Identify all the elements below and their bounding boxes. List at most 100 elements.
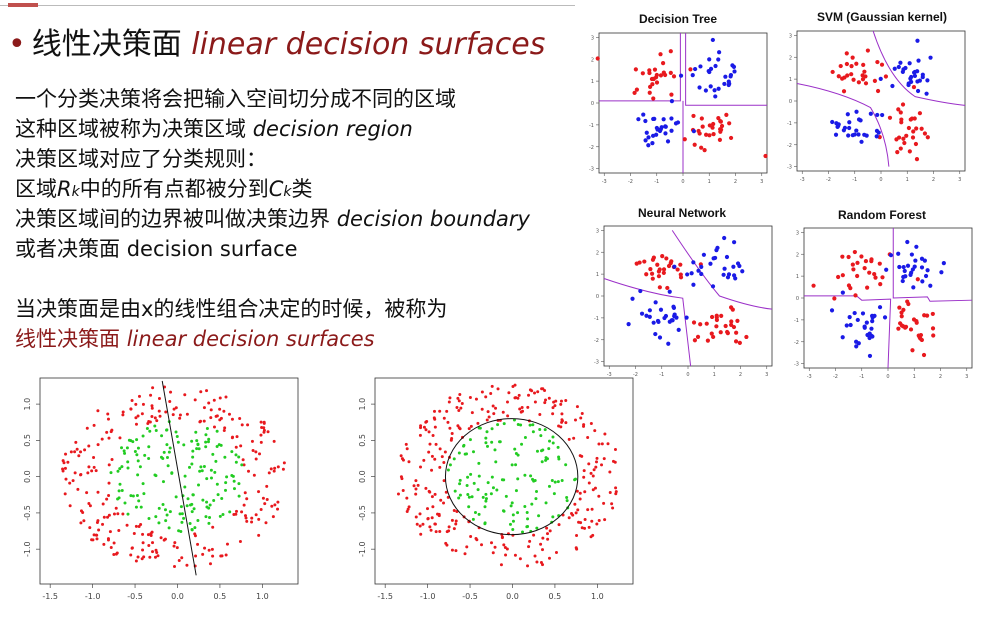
data-point	[450, 548, 454, 552]
data-point	[654, 132, 659, 137]
y-tick-label: -3	[794, 362, 799, 368]
data-point	[574, 546, 578, 550]
x-tick-label: -1.5	[42, 592, 58, 601]
data-point	[447, 400, 451, 404]
data-point	[481, 495, 485, 499]
data-point	[121, 413, 125, 417]
data-point	[715, 245, 720, 251]
data-point	[643, 138, 648, 143]
data-point	[591, 474, 595, 478]
data-point	[405, 496, 409, 500]
data-point	[105, 497, 109, 501]
x-tick-label: -3	[807, 374, 812, 380]
data-point	[136, 555, 140, 559]
x-tick-label: -1.0	[420, 592, 436, 601]
data-point	[159, 536, 163, 540]
data-point	[419, 424, 423, 428]
x-tick-label: 1	[713, 372, 716, 378]
data-point	[112, 552, 116, 556]
data-point	[544, 501, 548, 505]
data-point	[90, 469, 94, 473]
data-point	[692, 142, 697, 147]
data-point	[207, 548, 211, 552]
data-point	[207, 437, 211, 441]
data-point	[136, 459, 140, 463]
data-point	[701, 252, 707, 257]
data-point	[211, 525, 215, 529]
data-point	[87, 501, 91, 505]
data-point	[139, 505, 143, 509]
data-point	[529, 474, 533, 478]
data-point	[140, 412, 144, 416]
data-point	[840, 254, 845, 259]
data-point	[665, 139, 671, 144]
data-point	[698, 64, 703, 69]
data-point	[471, 450, 475, 454]
x-tick-label: -2	[833, 374, 838, 380]
data-point	[530, 502, 534, 506]
data-point	[844, 51, 849, 56]
data-point	[594, 465, 598, 469]
data-point	[146, 421, 150, 425]
data-point	[526, 405, 530, 409]
top-rule	[0, 5, 575, 6]
slide-body: 一个分类决策将会把输入空间切分成不同的区域 这种区域被称为决策区域 decisi…	[15, 84, 530, 354]
data-point	[638, 288, 643, 294]
data-point	[583, 517, 587, 521]
data-point	[246, 423, 250, 427]
x-tick-label: 0	[879, 177, 882, 183]
data-point	[136, 446, 140, 450]
data-point	[719, 313, 724, 318]
data-point	[416, 483, 420, 487]
data-point	[717, 50, 722, 55]
data-point	[711, 334, 716, 340]
data-point	[551, 515, 555, 519]
data-point	[892, 66, 897, 71]
data-point	[842, 125, 848, 130]
data-point	[864, 320, 869, 325]
y-tick-label: 0	[796, 296, 799, 302]
data-point	[597, 519, 601, 523]
data-point	[428, 442, 432, 446]
data-point	[175, 546, 179, 550]
y-tick-label: -1	[794, 318, 799, 324]
data-point	[442, 501, 446, 505]
data-point	[547, 396, 551, 400]
data-point	[134, 524, 138, 528]
data-point	[727, 81, 732, 86]
data-point	[262, 430, 266, 434]
data-point	[848, 285, 853, 291]
data-point	[557, 424, 561, 428]
data-point	[611, 459, 615, 463]
data-point	[469, 424, 473, 428]
data-point	[634, 87, 640, 92]
data-point	[168, 399, 172, 403]
data-point	[850, 55, 855, 60]
data-point	[930, 311, 935, 317]
data-point	[527, 545, 531, 549]
data-point	[890, 83, 895, 89]
data-point	[845, 112, 850, 117]
data-point	[424, 486, 428, 490]
data-point	[608, 470, 612, 474]
data-point	[647, 90, 652, 95]
data-point	[180, 556, 184, 560]
data-point	[448, 426, 452, 430]
data-point	[702, 148, 707, 153]
data-point	[854, 61, 859, 66]
data-point	[519, 410, 523, 414]
data-point	[190, 528, 194, 532]
data-point	[699, 145, 704, 150]
data-point	[630, 296, 635, 301]
data-point	[167, 526, 171, 530]
y-tick-label: 3	[789, 33, 792, 39]
data-point	[250, 516, 254, 520]
data-point	[112, 512, 116, 516]
data-point	[560, 418, 564, 422]
data-point	[118, 436, 122, 440]
data-point	[744, 334, 749, 340]
data-point	[112, 541, 116, 545]
data-point	[190, 439, 194, 443]
data-point	[614, 492, 618, 496]
data-point	[114, 506, 118, 510]
